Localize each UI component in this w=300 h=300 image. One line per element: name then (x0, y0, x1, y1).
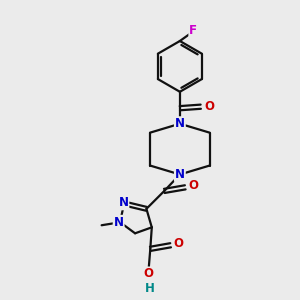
Text: N: N (175, 168, 185, 181)
Text: N: N (118, 196, 128, 209)
Text: H: H (145, 282, 155, 295)
Text: N: N (175, 117, 185, 130)
Text: O: O (204, 100, 214, 113)
Text: O: O (189, 179, 199, 192)
Text: F: F (189, 24, 197, 37)
Text: N: N (114, 216, 124, 229)
Text: O: O (144, 267, 154, 280)
Text: O: O (174, 237, 184, 250)
